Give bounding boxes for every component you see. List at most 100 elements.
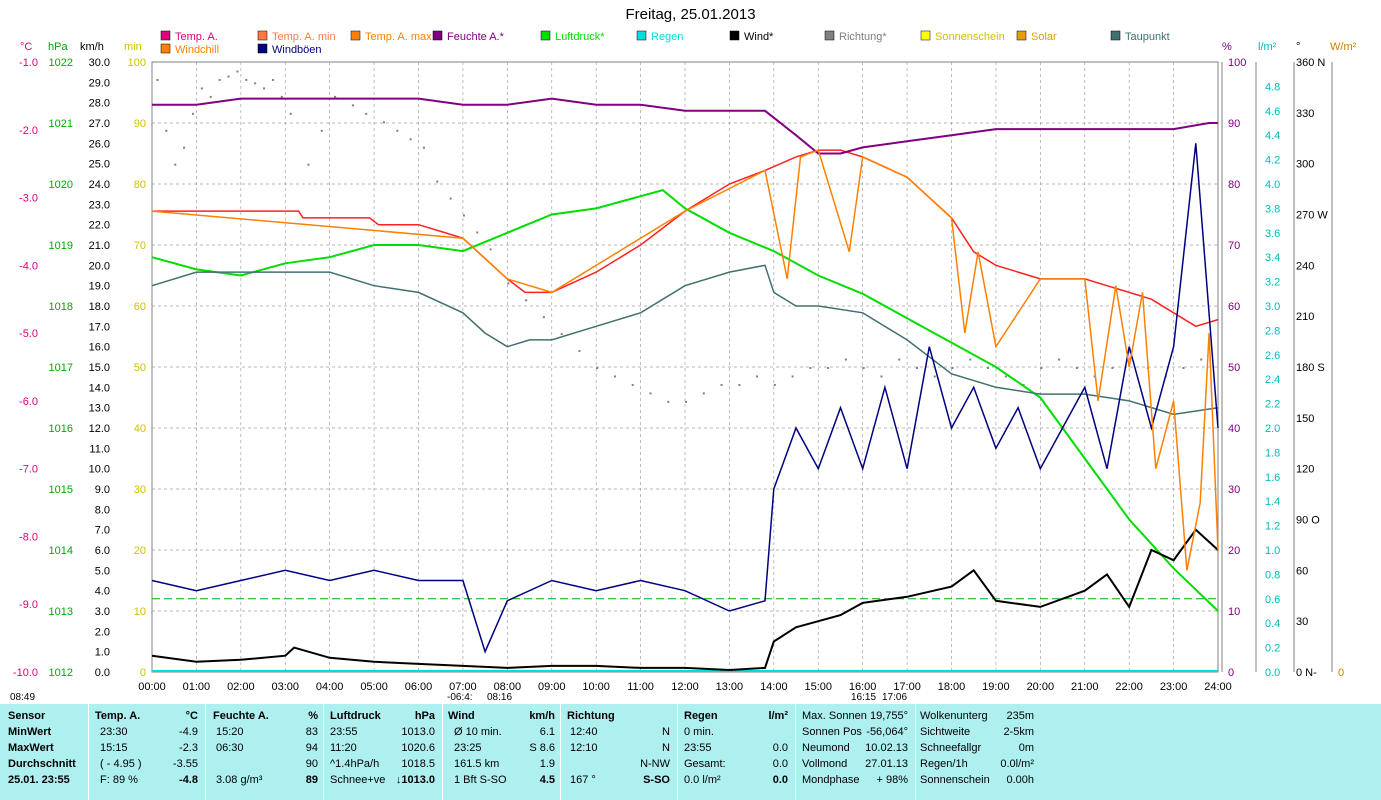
wind-tick-label: 5.0 <box>95 565 110 577</box>
rain-tick-label: 1.4 <box>1265 496 1280 508</box>
direction-point <box>396 129 399 132</box>
temp-value: -4.9 <box>179 726 198 738</box>
rain-tick-label: 4.2 <box>1265 155 1280 167</box>
direction-point <box>987 367 990 369</box>
wind-tick-label: 9.0 <box>95 484 110 496</box>
temp-tick-label: -2.0 <box>19 125 38 137</box>
direction-point <box>236 70 239 73</box>
rain-tick-label: 2.2 <box>1265 399 1280 411</box>
rain-tick-label: 1.0 <box>1265 545 1280 557</box>
direction-tick-label: 210 <box>1296 311 1314 323</box>
wind-tick-label: 4.0 <box>95 586 110 598</box>
legend-label: Temp. A. min <box>272 31 336 43</box>
header-direction: Richtung <box>567 710 615 722</box>
direction-point <box>289 112 292 115</box>
direction-point <box>449 197 452 200</box>
direction-point <box>791 375 794 378</box>
wind-tick-label: 7.0 <box>95 525 110 537</box>
humidity-tick-label: 40 <box>1228 423 1240 435</box>
time-tick-label: 09:00 <box>538 681 566 693</box>
info-key: Sonnen Pos <box>802 726 862 738</box>
time-tick-label: 05:00 <box>360 681 388 693</box>
time-tick-label: 08:00 <box>494 681 522 693</box>
temp-time: 23:30 <box>100 726 128 738</box>
series-taupunkt <box>151 264 1219 416</box>
axis-unit-label: km/h <box>80 41 104 53</box>
pressure-time: 11:20 <box>330 742 357 754</box>
wind-tick-label: 23.0 <box>89 199 110 211</box>
info-value: + 98% <box>876 774 909 786</box>
direction-point <box>915 367 918 369</box>
legend-swatch <box>160 43 171 54</box>
humidity-time: 3.08 g/m³ <box>216 774 263 786</box>
temp-value: -3.55 <box>172 758 198 770</box>
panel-separator <box>88 704 89 800</box>
legend-swatch <box>432 30 443 41</box>
legend-swatch <box>729 30 740 41</box>
rain-value: 0.0 <box>772 742 788 754</box>
time-tick-label: 06:00 <box>405 681 433 693</box>
wind-tick-label: 13.0 <box>89 403 110 415</box>
wind-tick-label: 10.0 <box>89 464 110 476</box>
wind-value: 1.9 <box>539 758 555 770</box>
time-tick-label: 00:00 <box>138 681 166 693</box>
direction-value: N-NW <box>640 758 670 770</box>
info-key: Wolkenunterg <box>920 710 988 722</box>
wind-value: S 8.6 <box>529 742 555 754</box>
direction-tick-label: 0 N- <box>1296 667 1317 679</box>
direction-point <box>1004 375 1007 378</box>
temp-tick-label: -1.0 <box>19 57 38 69</box>
header-temp: Temp. A. <box>95 710 141 722</box>
info-value: 235m <box>1006 710 1034 722</box>
direction-point <box>382 121 385 124</box>
rain-tick-label: 2.8 <box>1265 325 1280 337</box>
row-label: 25.01. 23:55 <box>8 774 70 786</box>
header-pressure: Luftdruck <box>330 710 381 722</box>
series-windchill <box>151 149 1219 571</box>
direction-point <box>1058 358 1061 361</box>
temp-tick-label: -10.0 <box>13 667 38 679</box>
direction-point <box>183 146 186 149</box>
wind-tick-label: 29.0 <box>89 77 110 89</box>
temp-tick-label: -8.0 <box>19 531 38 543</box>
rain-time: 0.0 l/m² <box>684 774 721 786</box>
pressure-tick-label: 1022 <box>49 57 73 69</box>
row-label: Durchschnitt <box>8 758 76 770</box>
wind-tick-label: 0.0 <box>95 667 110 679</box>
info-value: 19,755° <box>869 710 908 722</box>
pressure-tick-label: 1016 <box>49 423 73 435</box>
weather-chart: Temp. A. Temp. A. min Temp. A. max Feuchte … <box>10 30 1357 703</box>
rain-tick-label: 3.8 <box>1265 203 1280 215</box>
rain-tick-label: 2.4 <box>1265 374 1280 386</box>
time-tick-label: 16:00 <box>849 681 877 693</box>
direction-point <box>191 112 194 115</box>
wind-tick-label: 3.0 <box>95 606 110 618</box>
direction-point <box>1040 367 1043 369</box>
header-temp-unit: °C <box>185 710 198 722</box>
humidity-time: 06:30 <box>216 742 244 754</box>
rain-tick-label: 4.0 <box>1265 179 1280 191</box>
direction-value: N <box>662 726 670 738</box>
humidity-tick-label: 0 <box>1228 667 1234 679</box>
direction-point <box>1182 367 1185 369</box>
direction-point <box>844 358 847 361</box>
time-tick-label: 11:00 <box>627 681 654 693</box>
temp-tick-label: -5.0 <box>19 328 38 340</box>
header-rain-unit: l/m² <box>768 710 788 722</box>
temp-time: 15:15 <box>100 742 128 754</box>
axis-unit-label: % <box>1222 41 1232 53</box>
temp-tick-label: -7.0 <box>19 464 38 476</box>
axis-unit-label: hPa <box>48 41 68 53</box>
humidity-value: 90 <box>305 758 318 770</box>
legend-label: Luftdruck* <box>555 31 605 43</box>
direction-point <box>969 358 972 361</box>
temp-tick-label: -4.0 <box>19 260 38 272</box>
humidity-tick-label: 70 <box>1228 240 1240 252</box>
direction-point <box>280 95 283 98</box>
min-tick-label: 20 <box>134 545 146 557</box>
direction-point <box>476 231 479 234</box>
solar-tick-label: 0 <box>1338 667 1344 679</box>
legend-swatch <box>257 30 268 41</box>
direction-point <box>685 400 687 403</box>
direction-point <box>334 95 337 98</box>
